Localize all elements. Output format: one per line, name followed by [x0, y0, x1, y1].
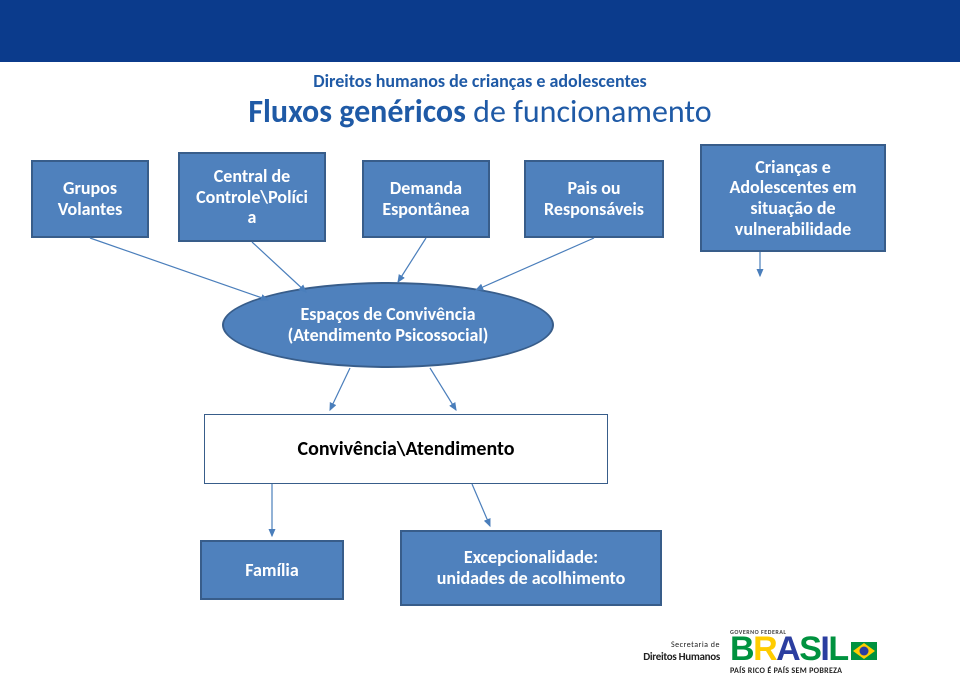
- t: Excepcionalidade:: [464, 546, 598, 568]
- t: Espaços de Convivência: [300, 303, 475, 325]
- t: Volantes: [58, 198, 123, 220]
- t: vulnerabilidade: [735, 218, 851, 240]
- t: PAÍS RICO É PAÍS SEM POBREZA: [730, 666, 842, 676]
- box-demanda: Demanda Espontânea: [362, 160, 490, 238]
- t: situação de: [750, 197, 835, 219]
- t: Grupos: [63, 177, 117, 199]
- box-grupos-volantes: Grupos Volantes: [31, 160, 149, 238]
- header-title: Fluxos genéricos de funcionamento: [0, 92, 960, 131]
- box-familia: Família: [200, 540, 344, 600]
- ellipse-espacos: Espaços de Convivência (Atendimento Psic…: [222, 282, 554, 368]
- box-convivencia-atendimento: Convivência\Atendimento: [204, 414, 608, 484]
- t: unidades de acolhimento: [437, 567, 626, 589]
- t: Família: [245, 560, 298, 581]
- t: Espontânea: [382, 198, 469, 220]
- t: Convivência\Atendimento: [297, 438, 514, 461]
- footer-logos: Secretaria de Direitos Humanos GOVERNO F…: [600, 632, 950, 692]
- t: Responsáveis: [544, 198, 644, 220]
- header-subtitle: Direitos humanos de crianças e adolescen…: [0, 70, 960, 92]
- header-title-bold: Fluxos genéricos: [248, 92, 466, 131]
- t: Central de: [214, 165, 290, 187]
- t: Direitos Humanos: [600, 650, 720, 663]
- logo-secretaria: Secretaria de Direitos Humanos: [600, 640, 720, 663]
- t: Pais ou: [567, 177, 620, 199]
- t: Controle\Políci: [196, 186, 308, 208]
- box-excepcionalidade: Excepcionalidade: unidades de acolhiment…: [400, 530, 662, 606]
- flag-icon: [851, 638, 877, 664]
- top-bar: [0, 0, 960, 62]
- t: Crianças e: [755, 156, 831, 178]
- logo-brasil: GOVERNO FEDERAL BRASIL PAÍS RICO É PAÍS …: [730, 634, 940, 690]
- box-criancas: Crianças e Adolescentes em situação de v…: [700, 144, 886, 252]
- box-central-controle: Central de Controle\Políci a: [178, 152, 326, 242]
- t: Adolescentes em: [729, 176, 856, 198]
- header-title-rest: de funcionamento: [466, 92, 712, 131]
- t: Secretaria de: [600, 640, 720, 650]
- t: Demanda: [390, 177, 462, 199]
- box-pais: Pais ou Responsáveis: [524, 160, 664, 238]
- t: (Atendimento Psicossocial): [288, 324, 489, 346]
- brasil-word: BRASIL: [730, 634, 877, 664]
- t: a: [248, 206, 257, 228]
